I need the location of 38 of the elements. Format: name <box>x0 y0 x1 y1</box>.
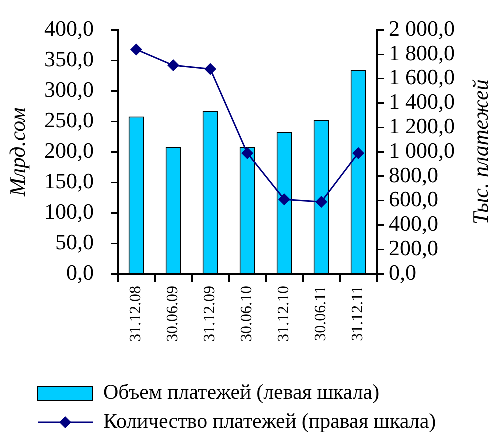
x-tick-label: 30.06.10 <box>238 286 256 342</box>
point <box>242 147 254 160</box>
y2-axis-title: Тыс. платежей <box>468 80 493 225</box>
x-tick-label: 30.06.09 <box>164 286 182 342</box>
point <box>278 194 290 206</box>
y-tick-label: 300,0 <box>44 76 94 102</box>
y2-tick-label: 1 400,0 <box>389 89 455 114</box>
y2-tick-label: 0,0 <box>389 260 416 285</box>
y2-tick-label: 600,0 <box>389 186 438 212</box>
x-tick-label: 30.06.11 <box>312 286 330 342</box>
y2-tick-label: 800,0 <box>389 162 438 188</box>
legend-label: Количество платежей (правая шкала) <box>104 409 436 434</box>
y2-tick-label: 1 800,0 <box>389 40 455 66</box>
y-tick-label: 100,0 <box>44 198 94 224</box>
point <box>352 147 364 160</box>
y2-tick-label: 1 000,0 <box>389 138 455 163</box>
y-tick-label: 400,0 <box>44 16 94 41</box>
y2-tick-label: 400,0 <box>389 211 438 236</box>
y-axis-title: Млрд.сом <box>4 108 30 198</box>
y-tick-label: 150,0 <box>44 168 94 194</box>
y2-tick-label: 1 200,0 <box>389 114 455 138</box>
x-tick-label: 31.12.11 <box>350 286 367 342</box>
y-tick-label: 200,0 <box>44 138 94 163</box>
point <box>168 60 180 72</box>
legend-label: Объем платежей (левая шкала) <box>104 380 380 404</box>
y2-tick-label: 2 000,0 <box>389 16 455 41</box>
y-tick-label: 250,0 <box>44 107 94 132</box>
point <box>316 196 328 208</box>
y-tick-label: 50,0 <box>56 229 94 254</box>
point <box>204 63 216 76</box>
y2-tick-label: 1 600,0 <box>389 64 455 90</box>
y-tick-label: 0,0 <box>66 260 94 285</box>
x-tick-label: 31.12.10 <box>276 286 293 342</box>
y2-tick-label: 200,0 <box>389 235 438 260</box>
x-tick-label: 31.12.09 <box>202 286 219 342</box>
point <box>130 44 142 56</box>
y-tick-label: 350,0 <box>44 46 94 72</box>
x-tick-label: 31.12.08 <box>128 286 145 342</box>
